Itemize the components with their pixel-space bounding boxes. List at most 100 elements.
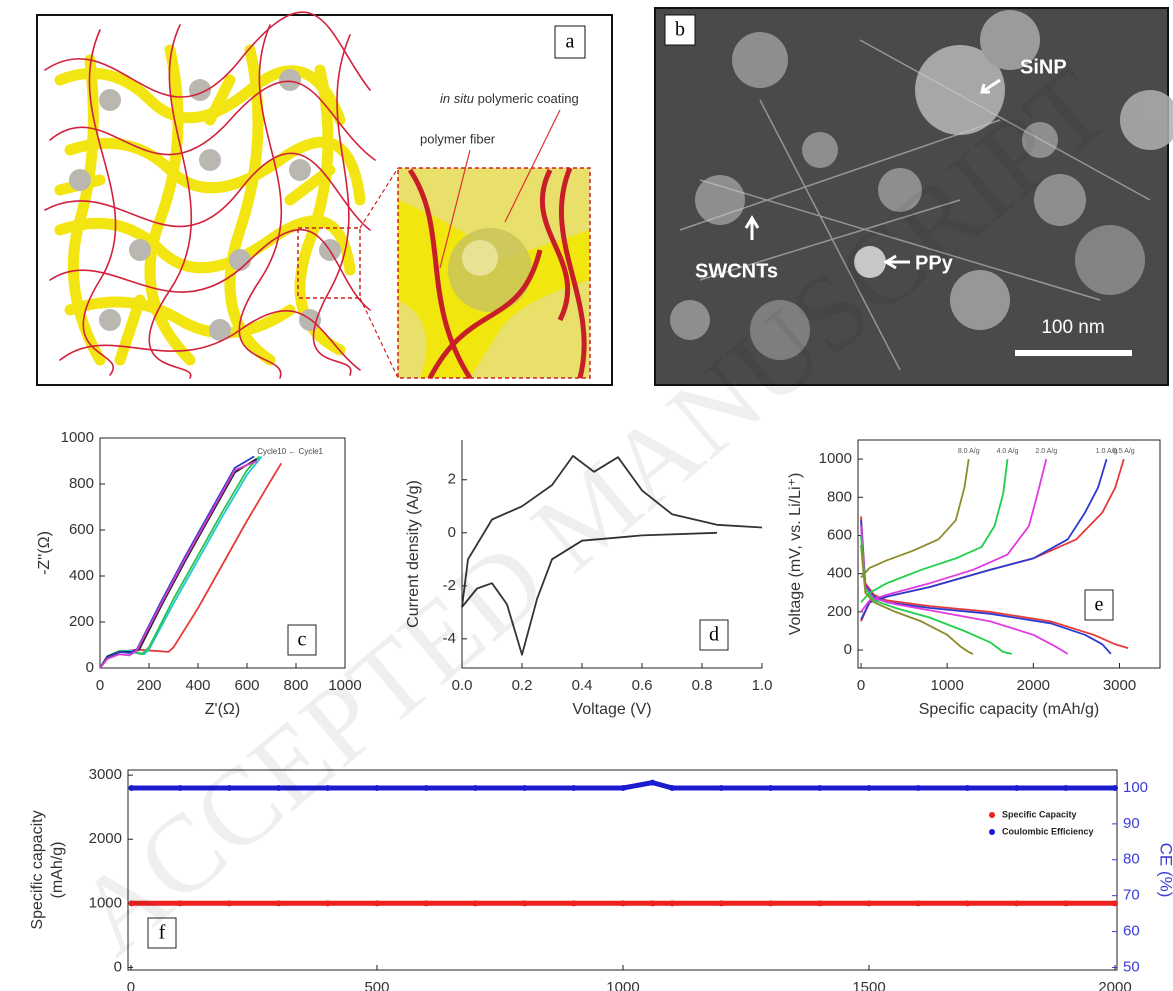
x-tick-label: 0 — [857, 677, 865, 694]
legend-label: Specific Capacity — [1002, 809, 1077, 819]
data-point — [571, 785, 577, 791]
y-tick-label: 1000 — [819, 450, 852, 467]
x-tick-label: 3000 — [1103, 677, 1136, 694]
data-point — [374, 785, 380, 791]
y2-tick-label: 80 — [1123, 851, 1140, 868]
data-point — [915, 900, 921, 906]
y-tick-label: 0 — [448, 524, 456, 541]
series-line — [861, 459, 1107, 619]
y-tick-label: 800 — [827, 488, 852, 505]
x-axis-label: Z'(Ω) — [205, 701, 240, 718]
data-point — [817, 900, 823, 906]
y-tick-label: 0 — [844, 641, 852, 658]
data-point — [650, 780, 656, 786]
data-point — [866, 785, 872, 791]
x-tick-label: 2000 — [1098, 979, 1131, 991]
data-point — [325, 900, 331, 906]
data-point — [276, 900, 282, 906]
y-tick-label: 600 — [827, 526, 852, 543]
data-point — [1014, 785, 1020, 791]
y-axis-label: -Z''(Ω) — [36, 531, 53, 575]
data-point — [718, 785, 724, 791]
data-point — [1112, 900, 1118, 906]
y-tick-label: 200 — [69, 613, 94, 630]
legend-label: Coulombic Efficiency — [1002, 826, 1094, 836]
data-point — [915, 785, 921, 791]
data-point — [1063, 785, 1069, 791]
callout: polymer fiber — [420, 131, 496, 146]
x-axis-label: Voltage (V) — [572, 701, 651, 718]
y2-tick-label: 100 — [1123, 779, 1148, 796]
series-line — [861, 459, 1046, 612]
data-point — [650, 900, 656, 906]
series-line — [861, 516, 1128, 648]
y-tick-label: 400 — [827, 565, 852, 582]
callout-text: polymeric coating — [478, 91, 579, 106]
series-line — [861, 459, 1008, 602]
panel-label: c — [298, 629, 307, 651]
data-point — [669, 785, 675, 791]
x-tick-label: 1.0 — [752, 677, 773, 694]
data-point — [423, 900, 429, 906]
series-label: 8.0 A/g — [958, 448, 980, 455]
x-tick-label: 0 — [96, 677, 104, 694]
y-axis-label: Specific capacity — [29, 810, 46, 929]
y2-tick-label: 50 — [1123, 958, 1140, 975]
data-point — [374, 900, 380, 906]
data-point — [1063, 900, 1069, 906]
callout: SWCNTs — [695, 260, 778, 282]
scale-bar — [1015, 350, 1132, 356]
data-point — [866, 900, 872, 906]
y-tick-label: 600 — [69, 521, 94, 538]
x-tick-label: 0.4 — [572, 677, 593, 694]
legend-marker — [989, 829, 995, 835]
panel-a: in situ polymeric coating polymer fiber … — [37, 12, 612, 385]
y-tick-label: 2 — [448, 471, 456, 488]
y-tick-label: 200 — [827, 603, 852, 620]
inset-highlight — [462, 240, 498, 276]
y-tick-label: 400 — [69, 567, 94, 584]
data-point — [226, 900, 232, 906]
y2-tick-label: 90 — [1123, 815, 1140, 832]
x-tick-label: 200 — [136, 677, 161, 694]
y-axis-label: Voltage (mV, vs. Li/Li⁺) — [787, 473, 804, 636]
series-label: 1.0 A/g — [1096, 448, 1118, 455]
x-axis-label: Specific capacity (mAh/g) — [919, 701, 1100, 718]
y-tick-label: 3000 — [89, 766, 122, 783]
data-point — [718, 900, 724, 906]
y2-tick-label: 70 — [1123, 887, 1140, 904]
annotation: Cycle10 ← Cycle1 — [257, 447, 323, 456]
y-tick-label: 800 — [69, 475, 94, 492]
y2-tick-label: 60 — [1123, 923, 1140, 940]
data-point — [669, 900, 675, 906]
x-tick-label: 1000 — [930, 677, 963, 694]
inset — [398, 168, 590, 378]
data-point — [128, 785, 134, 791]
series-line — [861, 536, 1012, 654]
legend-marker — [989, 812, 995, 818]
series-line — [100, 456, 254, 668]
x-tick-label: 0 — [127, 979, 135, 991]
data-point — [964, 900, 970, 906]
x-tick-label: 1500 — [852, 979, 885, 991]
x-tick-label: 1000 — [606, 979, 639, 991]
series-line — [100, 463, 281, 668]
series-line — [861, 459, 1124, 621]
data-point — [817, 785, 823, 791]
x-tick-label: 0.2 — [512, 677, 533, 694]
panel-label: e — [1095, 594, 1104, 616]
data-point — [472, 900, 478, 906]
callout-italic: in situ — [440, 91, 474, 106]
data-point — [423, 785, 429, 791]
scale-label: 100 nm — [1041, 317, 1104, 338]
data-point — [1112, 785, 1118, 791]
x-tick-label: 0.8 — [692, 677, 713, 694]
data-point — [620, 900, 626, 906]
data-point — [620, 785, 626, 791]
data-point — [768, 900, 774, 906]
panel-label: b — [675, 19, 685, 41]
series-line — [100, 459, 257, 668]
x-tick-label: 500 — [364, 979, 389, 991]
y-tick-label: 0 — [86, 659, 94, 676]
